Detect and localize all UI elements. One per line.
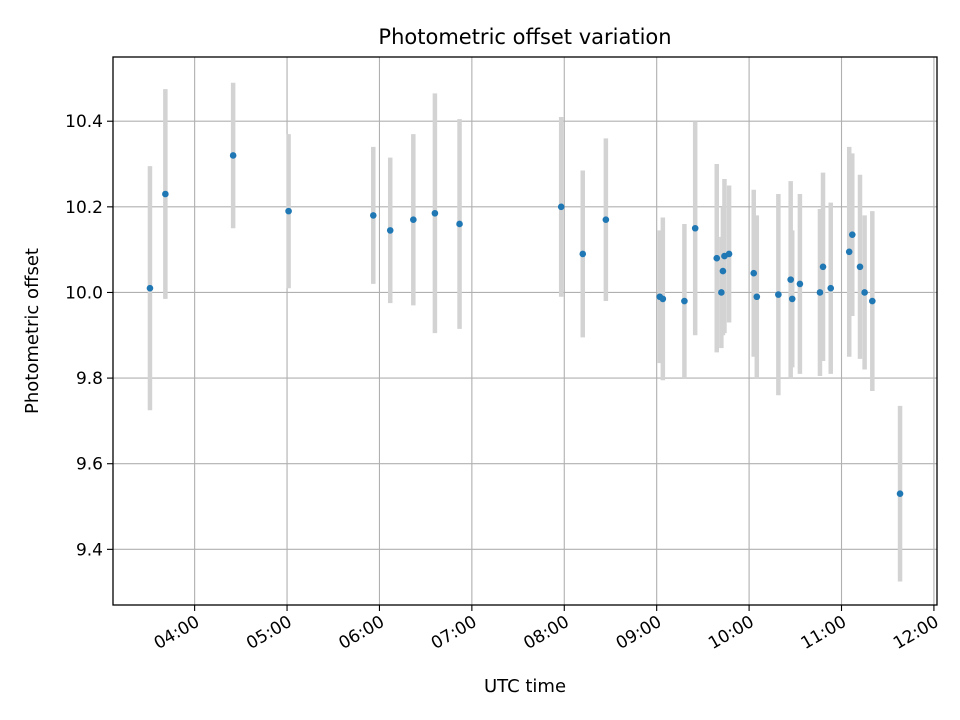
data-points [146,152,904,497]
data-point [602,216,610,223]
data-point [713,254,721,262]
data-point [753,293,761,301]
data-point [557,203,565,211]
data-point [431,209,439,217]
y-tick-label: 10.4 [65,112,103,132]
data-point [146,284,154,292]
data-point [579,250,587,258]
y-tick-label: 9.8 [76,369,103,389]
data-point [819,263,827,271]
data-point [827,284,835,292]
data-point [787,276,794,283]
data-point [162,190,169,198]
y-tick-label: 9.6 [76,455,103,475]
data-point [410,216,417,223]
data-point [659,295,667,303]
data-point [750,269,758,277]
data-point [796,280,804,288]
data-point [775,291,782,298]
data-point [869,297,876,305]
data-point [229,152,237,159]
data-point [369,212,377,219]
data-point [788,295,796,303]
y-tick-label: 10.0 [65,283,103,303]
data-point [691,224,699,232]
y-tick-label: 9.4 [76,540,103,560]
plot-frame [112,56,938,606]
data-point [816,289,824,296]
data-point [896,490,904,497]
data-point [456,220,463,228]
data-point [725,250,733,258]
y-axis-label: Photometric offset [22,248,43,414]
data-point [285,207,292,215]
data-point [718,289,725,296]
x-axis-label: UTC time [484,676,566,697]
data-point [845,248,853,256]
data-point [861,289,868,296]
data-point [719,267,727,275]
data-point [848,231,856,238]
data-point [681,297,688,305]
y-tick-label: 10.2 [65,198,103,218]
data-point [386,227,394,234]
chart-title: Photometric offset variation [378,25,671,49]
data-point [856,263,864,271]
